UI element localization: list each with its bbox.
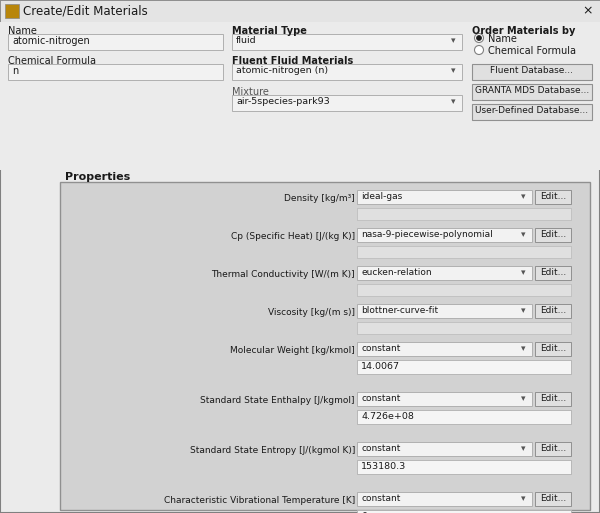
Bar bbox=[232, 34, 462, 50]
Bar bbox=[8, 64, 223, 80]
Bar bbox=[357, 322, 571, 334]
Bar bbox=[5, 4, 19, 18]
Bar bbox=[357, 492, 532, 506]
Bar bbox=[357, 442, 532, 456]
Bar bbox=[535, 392, 571, 406]
Text: ▾: ▾ bbox=[521, 394, 526, 403]
Text: ▾: ▾ bbox=[521, 230, 526, 239]
Text: ▾: ▾ bbox=[521, 494, 526, 503]
Bar bbox=[357, 410, 571, 424]
Text: Viscosity [kg/(m s)]: Viscosity [kg/(m s)] bbox=[268, 308, 355, 317]
Text: Thermal Conductivity [W/(m K)]: Thermal Conductivity [W/(m K)] bbox=[211, 270, 355, 279]
Text: blottner-curve-fit: blottner-curve-fit bbox=[361, 306, 438, 315]
Text: Chemical Formula: Chemical Formula bbox=[8, 56, 96, 66]
Bar bbox=[472, 84, 592, 100]
Text: atomic-nitrogen: atomic-nitrogen bbox=[12, 36, 90, 46]
Text: GRANTA MDS Database...: GRANTA MDS Database... bbox=[475, 86, 589, 95]
Text: Edit...: Edit... bbox=[540, 192, 566, 201]
Text: Density [kg/m³]: Density [kg/m³] bbox=[284, 194, 355, 203]
Text: constant: constant bbox=[361, 344, 400, 353]
Bar bbox=[357, 266, 532, 280]
Text: ×: × bbox=[583, 4, 593, 17]
Text: Edit...: Edit... bbox=[540, 230, 566, 239]
Text: ▾: ▾ bbox=[451, 36, 455, 45]
Text: Standard State Entropy [J/(kgmol K)]: Standard State Entropy [J/(kgmol K)] bbox=[190, 446, 355, 455]
Text: 4.726e+08: 4.726e+08 bbox=[361, 412, 414, 421]
Text: ▾: ▾ bbox=[521, 192, 526, 201]
Text: Mixture: Mixture bbox=[232, 87, 269, 97]
Circle shape bbox=[475, 46, 484, 54]
Text: 153180.3: 153180.3 bbox=[361, 462, 406, 471]
Bar bbox=[535, 492, 571, 506]
Bar bbox=[535, 228, 571, 242]
Text: Properties: Properties bbox=[65, 172, 130, 182]
Text: eucken-relation: eucken-relation bbox=[361, 268, 431, 277]
Bar bbox=[535, 190, 571, 204]
Text: constant: constant bbox=[361, 494, 400, 503]
Text: Name: Name bbox=[8, 26, 37, 36]
Bar bbox=[357, 360, 571, 374]
Text: constant: constant bbox=[361, 394, 400, 403]
Text: Name: Name bbox=[488, 34, 517, 44]
Bar bbox=[0, 22, 600, 170]
Text: ▾: ▾ bbox=[521, 344, 526, 353]
Text: Edit...: Edit... bbox=[540, 494, 566, 503]
Text: Fluent Fluid Materials: Fluent Fluid Materials bbox=[232, 56, 353, 66]
Text: atomic-nitrogen (n): atomic-nitrogen (n) bbox=[236, 66, 328, 75]
Bar bbox=[8, 34, 223, 50]
Text: air-5species-park93: air-5species-park93 bbox=[236, 97, 330, 106]
Bar bbox=[357, 228, 532, 242]
Bar bbox=[232, 95, 462, 111]
Bar bbox=[472, 104, 592, 120]
Bar bbox=[0, 0, 600, 22]
Bar bbox=[357, 392, 532, 406]
Text: Cp (Specific Heat) [J/(kg K)]: Cp (Specific Heat) [J/(kg K)] bbox=[231, 232, 355, 241]
Bar bbox=[357, 510, 571, 513]
Bar bbox=[232, 64, 462, 80]
Bar bbox=[357, 342, 532, 356]
Text: Edit...: Edit... bbox=[540, 306, 566, 315]
Bar bbox=[357, 284, 571, 296]
Bar bbox=[357, 246, 571, 258]
Text: 0: 0 bbox=[361, 512, 367, 513]
Text: Standard State Enthalpy [J/kgmol]: Standard State Enthalpy [J/kgmol] bbox=[200, 396, 355, 405]
Bar bbox=[535, 266, 571, 280]
Text: Fluent Database...: Fluent Database... bbox=[491, 66, 574, 75]
Bar bbox=[357, 460, 571, 474]
Text: constant: constant bbox=[361, 444, 400, 453]
Circle shape bbox=[476, 35, 482, 41]
Text: User-Defined Database...: User-Defined Database... bbox=[475, 106, 589, 115]
Text: nasa-9-piecewise-polynomial: nasa-9-piecewise-polynomial bbox=[361, 230, 493, 239]
Text: Edit...: Edit... bbox=[540, 394, 566, 403]
Bar bbox=[357, 304, 532, 318]
Text: Chemical Formula: Chemical Formula bbox=[488, 46, 576, 56]
Text: Edit...: Edit... bbox=[540, 344, 566, 353]
Text: Create/Edit Materials: Create/Edit Materials bbox=[23, 5, 148, 18]
Text: ▾: ▾ bbox=[521, 268, 526, 277]
Bar bbox=[535, 304, 571, 318]
Text: ▾: ▾ bbox=[451, 66, 455, 75]
Bar bbox=[472, 64, 592, 80]
Text: ▾: ▾ bbox=[521, 444, 526, 453]
Text: Edit...: Edit... bbox=[540, 444, 566, 453]
Text: Molecular Weight [kg/kmol]: Molecular Weight [kg/kmol] bbox=[230, 346, 355, 355]
Text: Edit...: Edit... bbox=[540, 268, 566, 277]
Text: ideal-gas: ideal-gas bbox=[361, 192, 402, 201]
Bar bbox=[357, 190, 532, 204]
Bar bbox=[535, 342, 571, 356]
Circle shape bbox=[475, 33, 484, 43]
Text: Order Materials by: Order Materials by bbox=[472, 26, 575, 36]
Bar bbox=[535, 442, 571, 456]
Text: ▾: ▾ bbox=[521, 306, 526, 315]
Text: Material Type: Material Type bbox=[232, 26, 307, 36]
Text: ▾: ▾ bbox=[451, 97, 455, 106]
Text: Characteristic Vibrational Temperature [K]: Characteristic Vibrational Temperature [… bbox=[164, 496, 355, 505]
Bar bbox=[60, 182, 590, 510]
Bar bbox=[357, 208, 571, 220]
Text: n: n bbox=[12, 66, 18, 76]
Text: fluid: fluid bbox=[236, 36, 257, 45]
Text: 14.0067: 14.0067 bbox=[361, 362, 400, 371]
